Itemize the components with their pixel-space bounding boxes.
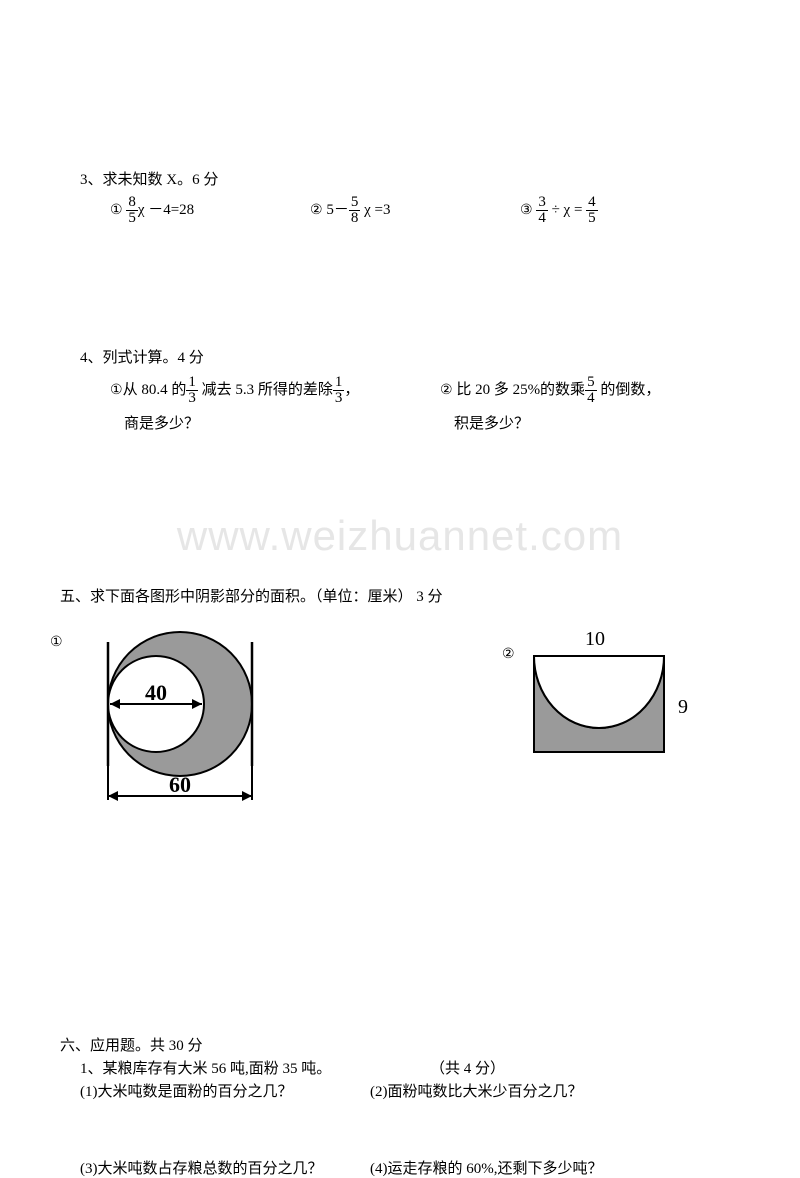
eq3-mid: ÷ χ = xyxy=(548,202,586,218)
crescent-diagram: 40 60 xyxy=(80,624,300,824)
q4b-t2: 积是多少？ xyxy=(454,412,720,433)
figure-2: ② 10 9 xyxy=(530,652,670,762)
sec6-q1-s2: (2)面粉吨数比大米少百分之几？ xyxy=(370,1080,583,1101)
marker-q4a: ① xyxy=(110,382,123,399)
marker-2: ② xyxy=(310,202,323,219)
q4b-t1a: 比 20 多 25%的数乘 xyxy=(453,382,586,398)
q4b-t1b: 的倒数， xyxy=(597,382,661,398)
sec6-q1-title: 1、某粮库存有大米 56 吨,面粉 35 吨。 xyxy=(80,1057,370,1078)
question-4: 4、列式计算。4 分 ①从 80.4 的 1 3 减去 5.3 所得的差除 1 … xyxy=(80,346,720,435)
frac-8-5: 8 5 xyxy=(126,195,138,226)
sec6-q1-row2: (3)大米吨数占存粮总数的百分之几？ (4)运走存粮的 60%,还剩下多少吨？ xyxy=(80,1157,720,1178)
eq2-tail: χ =3 xyxy=(360,202,390,218)
q4-sub2: ② 比 20 多 25%的数乘 5 4 的倒数， 积是多少？ xyxy=(440,373,720,435)
sec6-q1-s3: (3)大米吨数占存粮总数的百分之几？ xyxy=(80,1157,370,1178)
q4a-t2: 商是多少？ xyxy=(124,412,440,433)
marker-q4b: ② xyxy=(440,382,453,399)
q3-eq1: ① 8 5 χ －4=28 xyxy=(110,195,310,226)
fig2-height-label: 9 xyxy=(678,696,688,719)
rect-semicircle-diagram xyxy=(530,652,670,762)
frac-1-3a: 1 3 xyxy=(186,375,198,406)
fig2-width-label: 10 xyxy=(585,628,605,651)
fig2-marker: ② xyxy=(502,646,515,663)
q3-title: 3、求未知数 X。6 分 xyxy=(80,168,720,189)
q4a-t1b: 减去 5.3 所得的差除 xyxy=(198,382,333,398)
section-6: 六、应用题。共 30 分 1、某粮库存有大米 56 吨,面粉 35 吨。 （共 … xyxy=(80,1034,720,1178)
figure-1: 40 60 xyxy=(80,624,360,824)
frac-5-8: 5 8 xyxy=(349,195,361,226)
q4-title: 4、列式计算。4 分 xyxy=(80,346,720,367)
sec6-title: 六、应用题。共 30 分 xyxy=(60,1034,720,1055)
sec6-q1-points: （共 4 分） xyxy=(430,1057,505,1078)
marker-3: ③ xyxy=(520,202,533,219)
q3-equations: ① 8 5 χ －4=28 ② 5－ 5 8 χ =3 ③ 3 4 ÷ χ = xyxy=(110,195,720,226)
q4-sub1: ①从 80.4 的 1 3 减去 5.3 所得的差除 1 3 ， 商是多少？ xyxy=(110,373,440,435)
sec6-q1-row1: (1)大米吨数是面粉的百分之几？ (2)面粉吨数比大米少百分之几？ xyxy=(80,1080,720,1101)
q4-row: ①从 80.4 的 1 3 减去 5.3 所得的差除 1 3 ， 商是多少？ ②… xyxy=(110,373,720,435)
q3-eq2: ② 5－ 5 8 χ =3 xyxy=(310,195,520,226)
fig1-marker: ① xyxy=(50,634,63,651)
question-3: 3、求未知数 X。6 分 ① 8 5 χ －4=28 ② 5－ 5 8 χ =3… xyxy=(80,168,720,226)
frac-5-4: 5 4 xyxy=(585,375,597,406)
q4a-t1c: ， xyxy=(344,382,359,398)
fig1-inner-label: 40 xyxy=(145,680,167,705)
frac-3-4: 3 4 xyxy=(536,195,548,226)
sec5-title: 五、求下面各图形中阴影部分的面积。（单位：厘米） 3 分 xyxy=(60,585,720,606)
frac-1-3b: 1 3 xyxy=(333,375,345,406)
marker-1: ① xyxy=(110,202,123,219)
page-content: 3、求未知数 X。6 分 ① 8 5 χ －4=28 ② 5－ 5 8 χ =3… xyxy=(0,0,800,1178)
sec6-q1-s1: (1)大米吨数是面粉的百分之几？ xyxy=(80,1080,370,1101)
figure-row: ① 40 xyxy=(80,624,720,834)
q4a-t1a: 从 80.4 的 xyxy=(123,382,187,398)
sec6-q1-s4: (4)运走存粮的 60%,还剩下多少吨？ xyxy=(370,1157,603,1178)
frac-4-5: 4 5 xyxy=(586,195,598,226)
eq1-tail: χ －4=28 xyxy=(138,202,194,218)
sec6-q1-title-row: 1、某粮库存有大米 56 吨,面粉 35 吨。 （共 4 分） xyxy=(80,1057,720,1078)
section-5: 五、求下面各图形中阴影部分的面积。（单位：厘米） 3 分 ① xyxy=(80,585,720,834)
fig1-outer-label: 60 xyxy=(169,772,191,797)
eq2-lead: 5－ xyxy=(326,202,349,218)
q3-eq3: ③ 3 4 ÷ χ = 4 5 xyxy=(520,195,720,226)
